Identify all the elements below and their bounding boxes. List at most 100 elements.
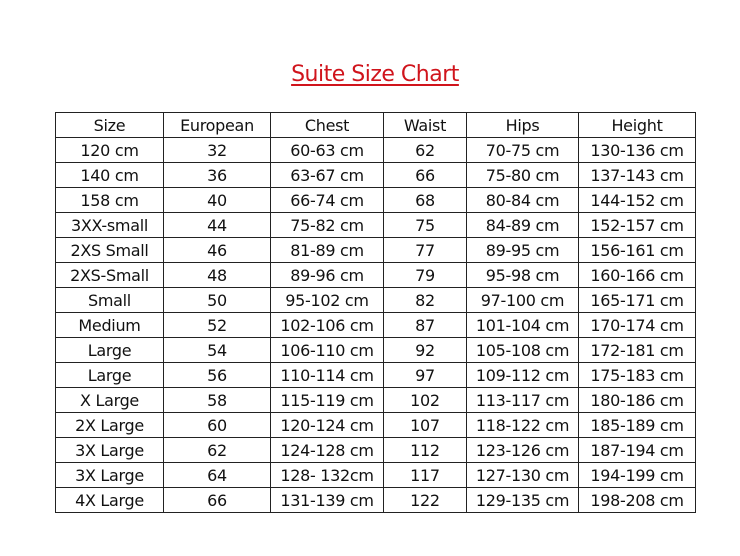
cell-hips: 75-80 cm (466, 162, 579, 188)
table-row: 3XX-small 44 75-82 cm 75 84-89 cm 152-157 cm (55, 212, 696, 238)
cell-european: 54 (163, 337, 271, 363)
cell-hips: 84-89 cm (466, 212, 579, 238)
table-row: 140 cm 36 63-67 cm 66 75-80 cm 137-143 cm (55, 162, 696, 188)
cell-size: Small (55, 287, 164, 313)
table-row: 3X Large 62 124-128 cm 112 123-126 cm 187-194… (55, 437, 696, 463)
cell-waist: 77 (383, 237, 467, 263)
table-row: 3X Large 64 128- 132cm 117 127-130 cm 194-199… (55, 462, 696, 488)
cell-height: 144-152 cm (578, 187, 696, 213)
column-header-height: Height (578, 112, 696, 138)
cell-waist: 117 (383, 462, 467, 488)
cell-european: 56 (163, 362, 271, 388)
column-header-european: European (163, 112, 271, 138)
cell-hips: 123-126 cm (466, 437, 579, 463)
cell-waist: 82 (383, 287, 467, 313)
cell-chest: 66-74 cm (270, 187, 384, 213)
table-row: Medium 52 102-106 cm 87 101-104 cm 170-174 cm (55, 312, 696, 338)
cell-european: 50 (163, 287, 271, 313)
cell-waist: 112 (383, 437, 467, 463)
cell-chest: 75-82 cm (270, 212, 384, 238)
cell-waist: 87 (383, 312, 467, 338)
cell-height: 137-143 cm (578, 162, 696, 188)
cell-waist: 79 (383, 262, 467, 288)
cell-waist: 102 (383, 387, 467, 413)
cell-waist: 66 (383, 162, 467, 188)
column-header-chest: Chest (270, 112, 384, 138)
page-title: Suite Size Chart (291, 62, 459, 87)
cell-waist: 68 (383, 187, 467, 213)
cell-european: 32 (163, 137, 271, 163)
cell-waist: 92 (383, 337, 467, 363)
cell-european: 44 (163, 212, 271, 238)
cell-size: 4X Large (55, 487, 164, 513)
cell-european: 36 (163, 162, 271, 188)
cell-size: 3XX-small (55, 212, 164, 238)
column-header-hips: Hips (466, 112, 579, 138)
cell-chest: 124-128 cm (270, 437, 384, 463)
cell-hips: 105-108 cm (466, 337, 579, 363)
cell-height: 180-186 cm (578, 387, 696, 413)
cell-size: 140 cm (55, 162, 164, 188)
cell-hips: 129-135 cm (466, 487, 579, 513)
size-chart-table: Size European Chest Waist Hips Height 120 cm 3… (55, 112, 696, 513)
cell-european: 66 (163, 487, 271, 513)
cell-height: 170-174 cm (578, 312, 696, 338)
cell-chest: 120-124 cm (270, 412, 384, 438)
table-row: Large 56 110-114 cm 97 109-112 cm 175-183 cm (55, 362, 696, 388)
cell-size: 3X Large (55, 437, 164, 463)
table-row: 2X Large 60 120-124 cm 107 118-122 cm 185-189… (55, 412, 696, 438)
cell-european: 62 (163, 437, 271, 463)
cell-chest: 115-119 cm (270, 387, 384, 413)
cell-waist: 97 (383, 362, 467, 388)
cell-height: 160-166 cm (578, 262, 696, 288)
cell-european: 52 (163, 312, 271, 338)
cell-size: 3X Large (55, 462, 164, 488)
cell-height: 185-189 cm (578, 412, 696, 438)
cell-european: 64 (163, 462, 271, 488)
cell-waist: 107 (383, 412, 467, 438)
cell-size: 2X Large (55, 412, 164, 438)
cell-hips: 101-104 cm (466, 312, 579, 338)
cell-chest: 106-110 cm (270, 337, 384, 363)
cell-size: X Large (55, 387, 164, 413)
column-header-waist: Waist (383, 112, 467, 138)
cell-hips: 97-100 cm (466, 287, 579, 313)
cell-chest: 110-114 cm (270, 362, 384, 388)
cell-chest: 63-67 cm (270, 162, 384, 188)
cell-chest: 131-139 cm (270, 487, 384, 513)
table-row: X Large 58 115-119 cm 102 113-117 cm 180-186 … (55, 387, 696, 413)
cell-height: 156-161 cm (578, 237, 696, 263)
cell-chest: 81-89 cm (270, 237, 384, 263)
cell-waist: 62 (383, 137, 467, 163)
table-row: Large 54 106-110 cm 92 105-108 cm 172-181 cm (55, 337, 696, 363)
cell-european: 60 (163, 412, 271, 438)
cell-chest: 95-102 cm (270, 287, 384, 313)
cell-hips: 70-75 cm (466, 137, 579, 163)
cell-height: 187-194 cm (578, 437, 696, 463)
cell-hips: 95-98 cm (466, 262, 579, 288)
table-row: 2XS-Small 48 89-96 cm 79 95-98 cm 160-166 cm (55, 262, 696, 288)
table-row: 120 cm 32 60-63 cm 62 70-75 cm 130-136 cm (55, 137, 696, 163)
cell-size: Medium (55, 312, 164, 338)
table-row: 158 cm 40 66-74 cm 68 80-84 cm 144-152 cm (55, 187, 696, 213)
table-row: 4X Large 66 131-139 cm 122 129-135 cm 198-208… (55, 487, 696, 513)
cell-european: 58 (163, 387, 271, 413)
cell-hips: 127-130 cm (466, 462, 579, 488)
cell-size: Large (55, 362, 164, 388)
cell-height: 175-183 cm (578, 362, 696, 388)
cell-european: 40 (163, 187, 271, 213)
cell-size: 2XS-Small (55, 262, 164, 288)
cell-chest: 60-63 cm (270, 137, 384, 163)
column-header-size: Size (55, 112, 164, 138)
cell-chest: 102-106 cm (270, 312, 384, 338)
cell-chest: 128- 132cm (270, 462, 384, 488)
cell-size: Large (55, 337, 164, 363)
cell-european: 46 (163, 237, 271, 263)
cell-size: 158 cm (55, 187, 164, 213)
cell-height: 194-199 cm (578, 462, 696, 488)
cell-chest: 89-96 cm (270, 262, 384, 288)
cell-height: 198-208 cm (578, 487, 696, 513)
cell-hips: 118-122 cm (466, 412, 579, 438)
cell-height: 152-157 cm (578, 212, 696, 238)
cell-size: 120 cm (55, 137, 164, 163)
